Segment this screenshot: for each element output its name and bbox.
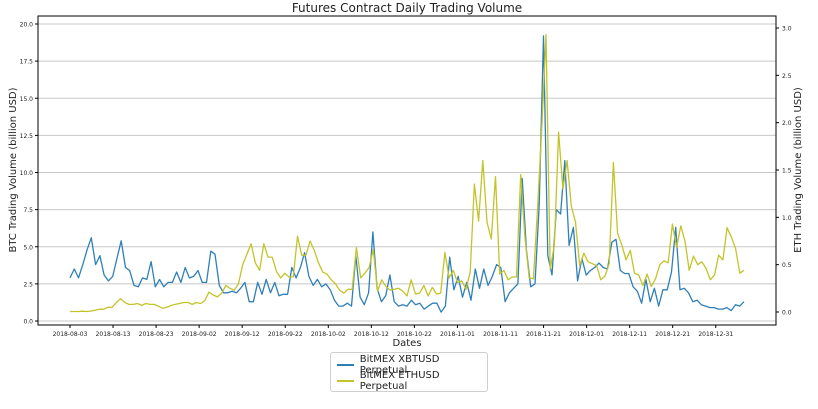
tick-label-x-11: 2018-11-21 [526, 331, 561, 338]
legend-entry-btc: BitMEX XBTUSD Perpetual [337, 354, 481, 376]
tick-label-left-6: 15.0 [20, 96, 34, 103]
tick-label-right-0: 0.0 [782, 310, 792, 317]
legend: BitMEX XBTUSD Perpetual BitMEX ETHUSD Pe… [330, 352, 488, 392]
series-line-eth [70, 33, 745, 313]
tick-label-x-9: 2018-11-01 [440, 331, 475, 338]
chart-title: Futures Contract Daily Trading Volume [292, 1, 522, 15]
tick-label-x-8: 2018-10-22 [397, 331, 432, 338]
x-axis-label: Dates [392, 338, 421, 349]
tick-labels: 0.0 2.5 5.0 7.5 10.0 12.5 15.0 17.5 20.0 0.0 0.5 1.… [20, 22, 792, 339]
tick-label-right-5: 2.5 [782, 73, 792, 80]
y-axis-label-right: ETH Trading Volume (billion USD) [793, 87, 804, 253]
series-lines [69, 33, 745, 313]
tick-label-right-4: 2.0 [782, 120, 792, 127]
legend-swatch-btc [337, 364, 354, 366]
tick-label-right-2: 1.0 [782, 215, 792, 222]
tick-label-x-14: 2018-12-21 [655, 331, 690, 338]
legend-swatch-eth [337, 380, 354, 382]
tick-label-left-3: 7.5 [23, 207, 33, 214]
tick-label-x-5: 2018-09-22 [268, 331, 303, 338]
grid-lines [38, 23, 776, 322]
tick-label-left-1: 2.5 [23, 281, 33, 288]
tick-label-left-4: 10.0 [20, 170, 34, 177]
axes [35, 15, 779, 328]
tick-label-x-3: 2018-09-02 [182, 331, 217, 338]
tick-label-left-7: 17.5 [20, 59, 34, 66]
tick-label-x-4: 2018-09-12 [225, 331, 260, 338]
tick-label-left-5: 12.5 [20, 133, 34, 140]
tick-label-left-2: 5.0 [23, 244, 33, 251]
tick-label-x-10: 2018-11-11 [483, 331, 518, 338]
tick-label-x-2: 2018-08-23 [139, 331, 174, 338]
legend-label-btc: BitMEX XBTUSD Perpetual [359, 354, 440, 376]
tick-label-x-0: 2018-08-03 [53, 331, 88, 338]
y-axis-label-left: BTC Trading Volume (billion USD) [8, 87, 19, 252]
tick-label-left-0: 0.0 [23, 319, 33, 326]
tick-label-x-12: 2018-12-01 [569, 331, 604, 338]
tick-label-right-6: 3.0 [782, 26, 792, 33]
tick-label-x-13: 2018-12-11 [612, 331, 647, 338]
tick-label-right-3: 1.5 [782, 168, 792, 175]
tick-label-x-15: 2018-12-31 [698, 331, 733, 338]
legend-label-eth: BitMEX ETHUSD Perpetual [359, 370, 440, 392]
tick-label-x-6: 2018-10-02 [311, 331, 346, 338]
tick-label-x-7: 2018-10-12 [354, 331, 389, 338]
tick-label-right-1: 0.5 [782, 262, 792, 269]
series-line-btc [69, 35, 745, 313]
tick-label-left-8: 20.0 [20, 22, 34, 29]
legend-entry-eth: BitMEX ETHUSD Perpetual [337, 370, 481, 392]
tick-label-x-1: 2018-08-13 [96, 331, 131, 338]
plot-frame [37, 15, 777, 326]
